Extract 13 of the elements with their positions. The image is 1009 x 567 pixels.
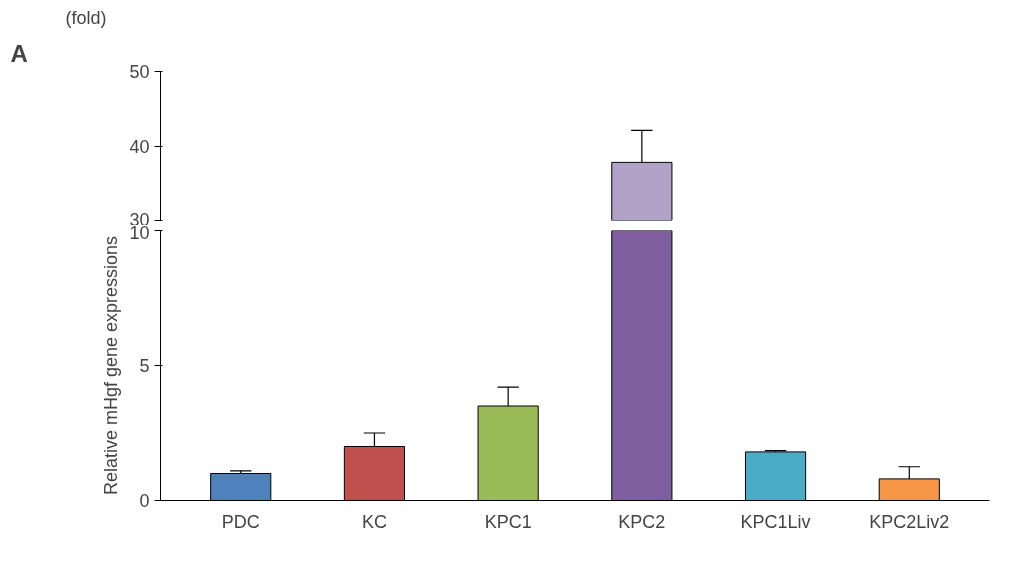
- text: (fold): [65, 7, 107, 28]
- x-tick-label: KPC2: [618, 511, 666, 532]
- x-tick-label: KPC1: [484, 511, 532, 532]
- y-tick-label: 50: [129, 62, 150, 82]
- text: A: [10, 39, 28, 67]
- x-tick-label: KC: [361, 511, 387, 532]
- y-tick-label: 40: [129, 136, 150, 157]
- y-axis-title: Relative mHgf gene expressions: [101, 235, 122, 496]
- x-tick-label: KPC1Liv: [740, 511, 811, 532]
- x-tick-label: KPC2Liv2: [869, 511, 950, 532]
- y-tick-label: 5: [139, 356, 150, 376]
- y-tick-label: 0: [139, 491, 150, 511]
- x-tick-label: PDC: [221, 511, 260, 532]
